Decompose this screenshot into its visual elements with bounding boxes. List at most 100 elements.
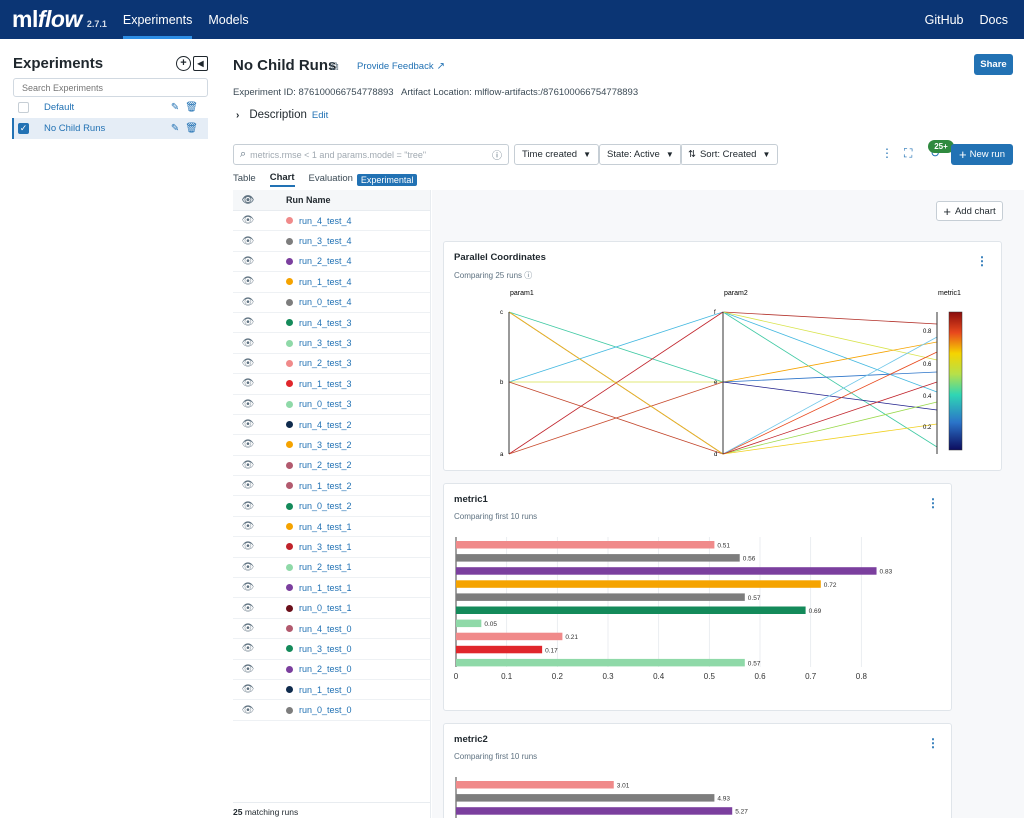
eye-icon[interactable]: 👁 xyxy=(241,378,255,390)
run-name-link[interactable]: run_2_test_1 xyxy=(299,562,352,573)
eye-icon[interactable]: 👁 xyxy=(241,521,255,533)
eye-icon[interactable]: 👁 xyxy=(241,480,255,492)
experiment-checkbox[interactable]: ✓ xyxy=(18,123,29,134)
description-edit-link[interactable]: Edit xyxy=(311,109,329,121)
run-name-link[interactable]: run_3_test_4 xyxy=(299,236,352,247)
edit-icon[interactable]: ✎ xyxy=(170,123,180,134)
bar[interactable] xyxy=(456,593,745,601)
info-icon[interactable]: ⓘ xyxy=(492,151,502,162)
share-button[interactable]: Share xyxy=(974,54,1013,75)
run-name-link[interactable]: run_1_test_0 xyxy=(299,684,352,695)
run-name-link[interactable]: run_2_test_3 xyxy=(299,358,352,369)
eye-icon[interactable]: 👁 xyxy=(241,623,255,634)
eye-icon[interactable]: 👁 xyxy=(241,398,255,410)
info-icon[interactable]: ⓘ xyxy=(524,271,533,280)
run-row[interactable]: 👁 run_4_test_0 xyxy=(233,619,430,640)
trash-icon[interactable]: 🗑 xyxy=(185,123,198,134)
run-name-link[interactable]: run_4_test_4 xyxy=(299,215,352,226)
eye-icon[interactable]: 👁 xyxy=(241,194,255,206)
tab-evaluation[interactable]: Evaluation xyxy=(308,173,353,184)
run-name-link[interactable]: run_0_test_3 xyxy=(299,399,352,410)
run-name-link[interactable]: run_0_test_4 xyxy=(299,297,352,308)
run-name-link[interactable]: run_2_test_4 xyxy=(299,256,352,267)
eye-icon[interactable]: 👁 xyxy=(241,500,255,512)
run-row[interactable]: 👁 run_3_test_1 xyxy=(233,537,430,558)
eye-icon[interactable]: 👁 xyxy=(241,602,255,614)
sort-dropdown[interactable]: ⇅ Sort: Created ▼ xyxy=(680,144,779,165)
bar[interactable] xyxy=(456,619,482,628)
eye-icon[interactable]: 👁 xyxy=(241,459,255,471)
run-row[interactable]: 👁 run_1_test_0 xyxy=(233,680,430,701)
nav-models[interactable]: Models xyxy=(208,12,249,27)
bar[interactable] xyxy=(456,781,614,789)
run-row[interactable]: 👁 run_4_test_4 xyxy=(233,211,430,232)
run-row[interactable]: 👁 run_4_test_2 xyxy=(233,415,430,436)
run-name-link[interactable]: run_4_test_3 xyxy=(299,317,352,328)
run-name-link[interactable]: run_2_test_2 xyxy=(299,460,352,471)
run-row[interactable]: 👁 run_4_test_1 xyxy=(233,517,430,538)
experiment-name[interactable]: No Child Runs xyxy=(44,123,106,134)
run-name-link[interactable]: run_1_test_2 xyxy=(299,480,352,491)
eye-icon[interactable]: 👁 xyxy=(241,684,255,696)
bar[interactable] xyxy=(456,632,563,641)
bar[interactable] xyxy=(456,554,740,562)
run-row[interactable]: 👁 run_0_test_0 xyxy=(233,700,430,721)
run-row[interactable]: 👁 run_1_test_2 xyxy=(233,476,430,497)
run-name-link[interactable]: run_1_test_4 xyxy=(299,276,352,287)
state-dropdown[interactable]: State: Active ▼ xyxy=(599,144,682,165)
search-experiments-input[interactable] xyxy=(13,78,208,97)
run-row[interactable]: 👁 run_0_test_1 xyxy=(233,598,430,619)
run-name-link[interactable]: run_3_test_0 xyxy=(299,643,352,654)
nav-github[interactable]: GitHub xyxy=(924,12,964,27)
add-chart-button[interactable]: + Add chart xyxy=(936,201,1003,221)
run-row[interactable]: 👁 run_2_test_4 xyxy=(233,252,430,273)
experiment-row-default[interactable]: Default ✎ 🗑 xyxy=(13,97,208,118)
bar[interactable] xyxy=(456,541,715,549)
eye-icon[interactable]: 👁 xyxy=(241,235,255,247)
run-row[interactable]: 👁 run_0_test_2 xyxy=(233,496,430,517)
nav-experiments[interactable]: Experiments xyxy=(122,0,193,39)
run-name-link[interactable]: run_3_test_3 xyxy=(299,338,352,349)
chart-menu-icon[interactable]: ⋮ xyxy=(927,736,939,750)
fullscreen-icon[interactable]: ⛶ xyxy=(904,146,913,160)
copy-icon[interactable]: ⧉ xyxy=(330,59,339,73)
new-run-button[interactable]: + New run xyxy=(951,144,1013,165)
more-options-icon[interactable]: ⋮ xyxy=(881,146,893,160)
experiment-row-no-child-runs[interactable]: ✓ No Child Runs ✎ 🗑 xyxy=(12,118,208,139)
run-name-link[interactable]: run_2_test_0 xyxy=(299,664,352,675)
add-experiment-icon[interactable]: + xyxy=(176,56,191,71)
tab-chart[interactable]: Chart xyxy=(269,172,295,187)
chart-menu-icon[interactable]: ⋮ xyxy=(976,254,988,268)
run-name-link[interactable]: run_0_test_0 xyxy=(299,705,352,716)
eye-icon[interactable]: 👁 xyxy=(241,582,255,594)
run-row[interactable]: 👁 run_3_test_2 xyxy=(233,435,430,456)
run-row[interactable]: 👁 run_2_test_0 xyxy=(233,660,430,680)
runs-search-input[interactable]: metrics.rmse < 1 and params.model = "tre… xyxy=(250,149,427,160)
eye-icon[interactable]: 👁 xyxy=(241,215,255,227)
runs-search-box[interactable]: ⌕ metrics.rmse < 1 and params.model = "t… xyxy=(233,144,509,165)
run-row[interactable]: 👁 run_1_test_3 xyxy=(233,374,430,395)
mlflow-logo[interactable]: mlflow 2.7.1 xyxy=(12,6,107,33)
eye-icon[interactable]: 👁 xyxy=(241,296,255,308)
run-name-link[interactable]: run_0_test_2 xyxy=(299,501,352,512)
description-label[interactable]: Description xyxy=(249,109,307,121)
time-created-dropdown[interactable]: Time created ▼ xyxy=(514,144,600,165)
bar[interactable] xyxy=(456,580,821,588)
bar[interactable] xyxy=(456,645,543,654)
run-row[interactable]: 👁 run_3_test_0 xyxy=(233,639,430,660)
tab-table[interactable]: Table xyxy=(233,173,256,184)
run-name-link[interactable]: run_4_test_2 xyxy=(299,419,352,430)
run-name-link[interactable]: run_3_test_1 xyxy=(299,541,352,552)
eye-icon[interactable]: 👁 xyxy=(241,439,255,451)
chart-menu-icon[interactable]: ⋮ xyxy=(927,496,939,510)
eye-icon[interactable]: 👁 xyxy=(241,276,255,288)
run-row[interactable]: 👁 run_2_test_2 xyxy=(233,456,430,477)
run-name-link[interactable]: run_4_test_0 xyxy=(299,623,352,634)
eye-icon[interactable]: 👁 xyxy=(241,419,255,431)
experiment-checkbox[interactable] xyxy=(18,102,29,113)
run-name-link[interactable]: run_1_test_1 xyxy=(299,582,352,593)
trash-icon[interactable]: 🗑 xyxy=(185,102,198,113)
run-name-link[interactable]: run_3_test_2 xyxy=(299,439,352,450)
eye-icon[interactable]: 👁 xyxy=(241,663,255,675)
chevron-right-icon[interactable]: › xyxy=(236,109,240,121)
